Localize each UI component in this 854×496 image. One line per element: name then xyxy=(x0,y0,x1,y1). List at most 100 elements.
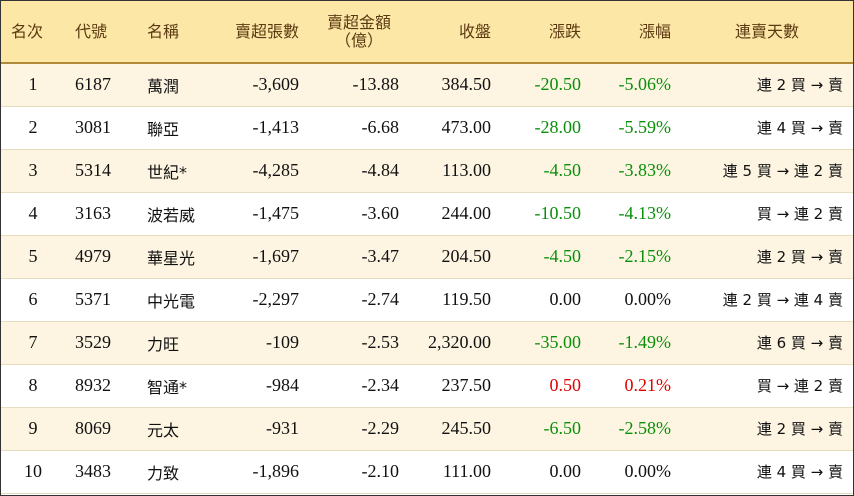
cell-change: -35.00 xyxy=(501,321,591,365)
cell-streak: 連 2 買 → 賣 xyxy=(681,407,853,451)
cell-code: 6187 xyxy=(65,63,137,107)
cell-net-sell-amount: -2.34 xyxy=(309,364,409,408)
cell-net-sell-amount: -6.68 xyxy=(309,106,409,150)
cell-net-sell-lots: -4,285 xyxy=(213,149,309,193)
cell-rank: 8 xyxy=(1,364,65,408)
table-row: 8 8932 智通* -984 -2.34 237.50 0.50 0.21% 買 → 連 2 … xyxy=(1,364,853,408)
cell-net-sell-amount: -3.47 xyxy=(309,235,409,279)
table-row: 9 8069 元太 -931 -2.29 245.50 -6.50 -2.58% 連 2 買 →… xyxy=(1,407,853,451)
cell-rank: 6 xyxy=(1,278,65,322)
cell-name: 波若威 xyxy=(137,192,213,236)
cell-net-sell-lots: -3,609 xyxy=(213,63,309,107)
cell-streak: 買 → 連 2 賣 xyxy=(681,364,853,408)
table-row: 7 3529 力旺 -109 -2.53 2,320.00 -35.00 -1.49% 連 6 … xyxy=(1,321,853,365)
cell-change: -28.00 xyxy=(501,106,591,150)
cell-close: 245.50 xyxy=(409,407,501,451)
cell-close: 473.00 xyxy=(409,106,501,150)
cell-rank: 4 xyxy=(1,192,65,236)
cell-code: 3529 xyxy=(65,321,137,365)
cell-change: -6.50 xyxy=(501,407,591,451)
cell-code: 3163 xyxy=(65,192,137,236)
cell-change: -4.50 xyxy=(501,235,591,279)
cell-change: 0.50 xyxy=(501,364,591,408)
cell-code: 5314 xyxy=(65,149,137,193)
cell-change-pct: -4.13% xyxy=(591,192,681,236)
header-streak: 連賣天數 xyxy=(681,1,853,64)
header-net-sell-amount-unit: （億） xyxy=(334,30,383,50)
cell-streak: 連 4 買 → 賣 xyxy=(681,450,853,494)
cell-code: 3081 xyxy=(65,106,137,150)
cell-net-sell-amount: -2.29 xyxy=(309,407,409,451)
cell-net-sell-lots: -931 xyxy=(213,407,309,451)
cell-close: 119.50 xyxy=(409,278,501,322)
table-row: 1 6187 萬潤 -3,609 -13.88 384.50 -20.50 -5.06% 連 2… xyxy=(1,63,853,107)
table-row: 10 3483 力致 -1,896 -2.10 111.00 0.00 0.00% 連 4 買 … xyxy=(1,450,853,494)
table-row: 3 5314 世紀* -4,285 -4.84 113.00 -4.50 -3.83% 連 5 … xyxy=(1,149,853,193)
table-row: 6 5371 中光電 -2,297 -2.74 119.50 0.00 0.00% 連 2 買 … xyxy=(1,278,853,322)
cell-close: 113.00 xyxy=(409,149,501,193)
cell-streak: 連 5 買 → 連 2 賣 xyxy=(681,149,853,193)
cell-name: 世紀* xyxy=(137,149,213,193)
cell-net-sell-amount: -13.88 xyxy=(309,63,409,107)
cell-change-pct: 0.00% xyxy=(591,450,681,494)
cell-rank: 2 xyxy=(1,106,65,150)
cell-streak: 連 6 買 → 賣 xyxy=(681,321,853,365)
cell-change-pct: -5.06% xyxy=(591,63,681,107)
cell-streak: 連 2 買 → 賣 xyxy=(681,63,853,107)
cell-rank: 9 xyxy=(1,407,65,451)
cell-name: 元太 xyxy=(137,407,213,451)
header-row: 名次 代號 名稱 賣超張數 賣超金額 （億） 收盤 漲跌 漲幅 連賣天數 xyxy=(1,1,853,64)
table-row: 2 3081 聯亞 -1,413 -6.68 473.00 -28.00 -5.59% 連 4 … xyxy=(1,106,853,150)
cell-net-sell-lots: -1,413 xyxy=(213,106,309,150)
cell-rank: 7 xyxy=(1,321,65,365)
cell-change-pct: -2.58% xyxy=(591,407,681,451)
cell-change-pct: 0.00% xyxy=(591,278,681,322)
cell-code: 3483 xyxy=(65,450,137,494)
cell-net-sell-lots: -984 xyxy=(213,364,309,408)
cell-net-sell-lots: -1,697 xyxy=(213,235,309,279)
cell-net-sell-amount: -2.74 xyxy=(309,278,409,322)
header-change-pct: 漲幅 xyxy=(591,1,681,64)
cell-change: 0.00 xyxy=(501,278,591,322)
cell-close: 204.50 xyxy=(409,235,501,279)
table-row: 5 4979 華星光 -1,697 -3.47 204.50 -4.50 -2.15% 連 2 … xyxy=(1,235,853,279)
cell-code: 8932 xyxy=(65,364,137,408)
cell-name: 智通* xyxy=(137,364,213,408)
cell-rank: 10 xyxy=(1,450,65,494)
cell-name: 華星光 xyxy=(137,235,213,279)
header-code: 代號 xyxy=(65,1,137,64)
cell-name: 聯亞 xyxy=(137,106,213,150)
table-header: 名次 代號 名稱 賣超張數 賣超金額 （億） 收盤 漲跌 漲幅 連賣天數 xyxy=(1,1,853,64)
cell-streak: 連 2 買 → 連 4 賣 xyxy=(681,278,853,322)
cell-net-sell-amount: -4.84 xyxy=(309,149,409,193)
cell-net-sell-amount: -2.10 xyxy=(309,450,409,494)
cell-net-sell-amount: -3.60 xyxy=(309,192,409,236)
header-rank: 名次 xyxy=(1,1,65,64)
cell-net-sell-lots: -109 xyxy=(213,321,309,365)
cell-name: 力致 xyxy=(137,450,213,494)
header-close: 收盤 xyxy=(409,1,501,64)
table-body: 1 6187 萬潤 -3,609 -13.88 384.50 -20.50 -5.06% 連 2… xyxy=(1,63,853,494)
cell-code: 5371 xyxy=(65,278,137,322)
cell-close: 2,320.00 xyxy=(409,321,501,365)
cell-net-sell-lots: -2,297 xyxy=(213,278,309,322)
header-net-sell-amount-label: 賣超金額 xyxy=(326,12,391,32)
cell-rank: 3 xyxy=(1,149,65,193)
cell-net-sell-amount: -2.53 xyxy=(309,321,409,365)
cell-rank: 5 xyxy=(1,235,65,279)
cell-change-pct: -1.49% xyxy=(591,321,681,365)
cell-net-sell-lots: -1,475 xyxy=(213,192,309,236)
header-change: 漲跌 xyxy=(501,1,591,64)
cell-name: 力旺 xyxy=(137,321,213,365)
cell-close: 237.50 xyxy=(409,364,501,408)
cell-change: -10.50 xyxy=(501,192,591,236)
cell-name: 中光電 xyxy=(137,278,213,322)
cell-code: 8069 xyxy=(65,407,137,451)
cell-close: 111.00 xyxy=(409,450,501,494)
table-row: 4 3163 波若威 -1,475 -3.60 244.00 -10.50 -4.13% 買 →… xyxy=(1,192,853,236)
cell-close: 384.50 xyxy=(409,63,501,107)
cell-name: 萬潤 xyxy=(137,63,213,107)
cell-change-pct: 0.21% xyxy=(591,364,681,408)
